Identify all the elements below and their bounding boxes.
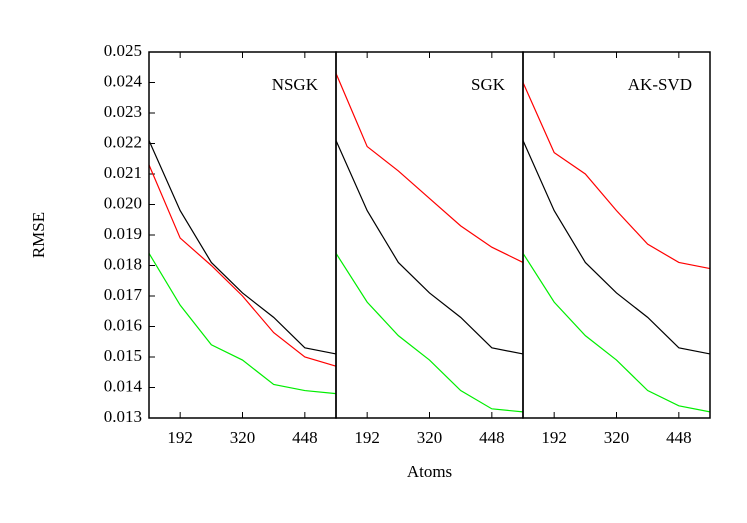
- x-tick-label: 192: [541, 428, 567, 447]
- y-tick-label: 0.022: [104, 132, 142, 151]
- series-line: [335, 252, 524, 413]
- series-line: [335, 140, 524, 355]
- y-tick-label: 0.023: [104, 102, 142, 121]
- y-tick-label: 0.021: [104, 163, 142, 182]
- series-line: [522, 82, 711, 270]
- y-tick-label: 0.015: [104, 346, 142, 365]
- x-tick-label: 320: [230, 428, 256, 447]
- y-tick-label: 0.020: [104, 193, 142, 212]
- y-tick-label: 0.024: [104, 71, 143, 90]
- series-line: [522, 140, 711, 355]
- x-tick-label: 192: [167, 428, 193, 447]
- x-tick-label: 448: [479, 428, 505, 447]
- x-tick-label: 320: [417, 428, 443, 447]
- panel-label: AK-SVD: [628, 75, 692, 94]
- y-tick-label: 0.025: [104, 41, 142, 60]
- x-tick-label: 320: [604, 428, 630, 447]
- y-tick-label: 0.014: [104, 376, 143, 395]
- y-tick-label: 0.017: [104, 285, 143, 304]
- plot-frame: [148, 51, 337, 419]
- series-line: [335, 73, 524, 263]
- x-axis-label: Atoms: [407, 462, 452, 481]
- plot-frame: [522, 51, 711, 419]
- plot-frame: [335, 51, 524, 419]
- y-tick-label: 0.016: [104, 315, 142, 334]
- series-line: [148, 252, 337, 395]
- series-line: [148, 164, 337, 367]
- y-axis-label: RMSE: [29, 212, 48, 258]
- series-line: [148, 140, 337, 355]
- panel-label: NSGK: [272, 75, 319, 94]
- y-tick-label: 0.019: [104, 224, 142, 243]
- y-tick-label: 0.018: [104, 254, 142, 273]
- panel-label: SGK: [471, 75, 506, 94]
- x-tick-label: 192: [354, 428, 380, 447]
- x-tick-label: 448: [666, 428, 692, 447]
- y-tick-label: 0.013: [104, 407, 142, 426]
- x-tick-label: 448: [292, 428, 318, 447]
- series-line: [522, 252, 711, 413]
